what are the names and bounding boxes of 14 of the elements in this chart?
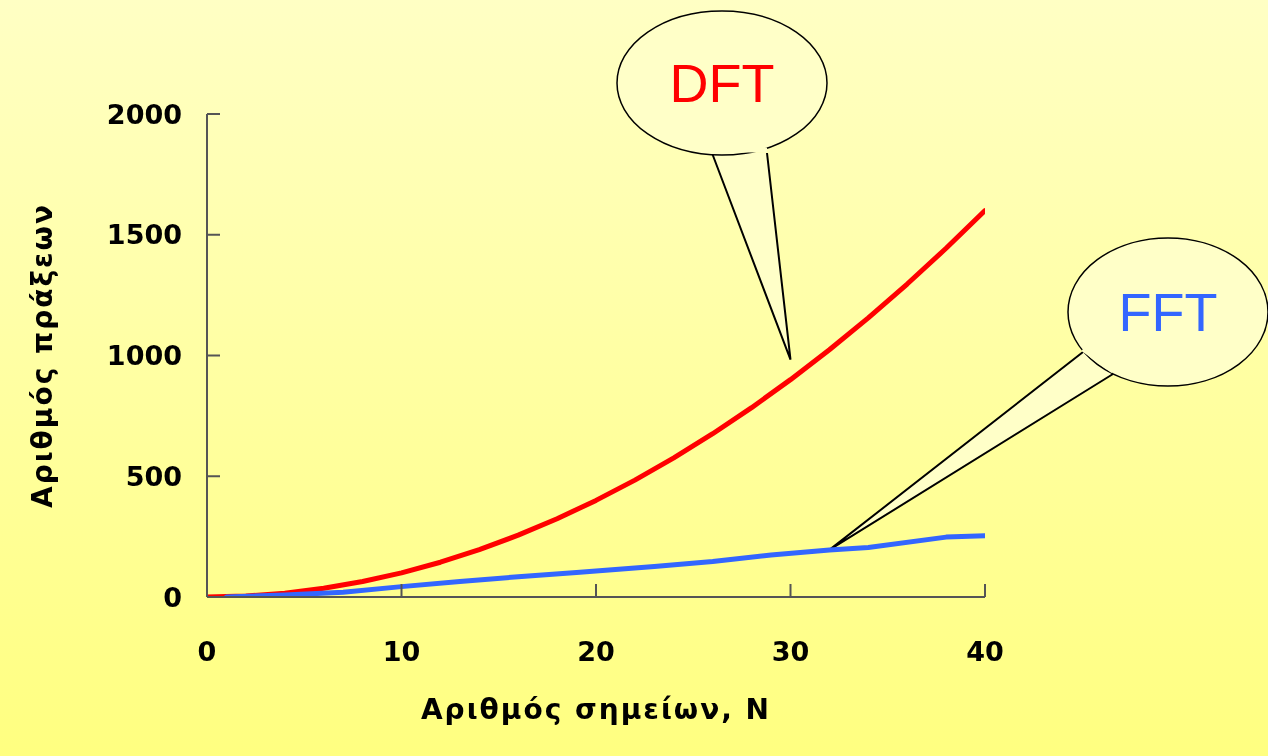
text: DFT	[669, 53, 775, 113]
y-tick-label: 1000	[106, 340, 182, 372]
x-tick-label: 10	[382, 636, 421, 668]
x-tick-label: 0	[197, 636, 217, 668]
text: FFT	[1118, 282, 1218, 342]
y-tick-label: 1500	[106, 219, 182, 251]
x-tick-label: 20	[577, 636, 615, 668]
y-tick-label: 0	[163, 581, 182, 613]
x-tick-label: 30	[771, 636, 810, 668]
x-axis-title: Αριθμός σημείων, N	[420, 693, 772, 726]
y-tick-label: 500	[125, 460, 182, 492]
y-tick-label: 2000	[106, 98, 182, 130]
x-tick-label: 40	[966, 636, 1004, 668]
y-axis-title: Αριθμός πράξεων	[25, 202, 59, 509]
